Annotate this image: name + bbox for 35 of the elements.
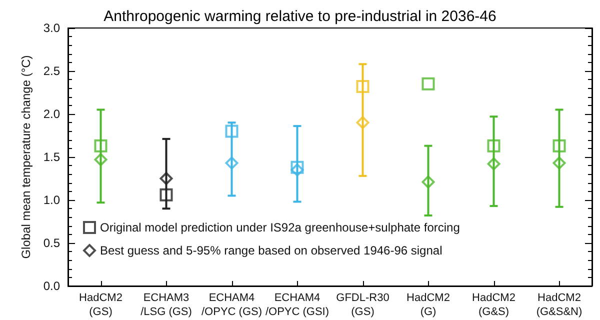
y-tick-label: 1.5 [43,150,60,164]
y-axis-title: Global mean temperature change (°C) [19,55,33,259]
point [487,139,500,152]
x-tick-label: HadCM2 (GS) [79,292,122,318]
y-tick-label: 0.0 [43,279,60,293]
point [552,139,566,152]
point [422,77,435,90]
y-tick-label: 0.5 [43,236,60,250]
chart-title: Anthropogenic warming relative to pre-industrial in 2036-46 [104,8,496,25]
point [356,116,370,130]
point [356,80,370,93]
x-tick-label: ECHAM4 /OPYC (GSI) [265,292,330,318]
legend-label: Original model prediction under IS92a greenhouse+sulphate forcing [100,220,460,234]
x-tick-label: HadCM2 (G&S) [472,292,516,318]
legend-label: Best guess and 5-95% range based on observed 1946-96 signal [100,244,442,258]
point [225,124,238,138]
y-tick-label: 2.0 [43,107,60,121]
point [94,139,108,152]
x-tick-label: HadCM2 (G&S&N) [536,292,582,318]
x-tick-label: ECHAM3 /LSG (GS) [140,292,192,318]
point [422,175,435,188]
y-tick-label: 1.0 [43,193,60,207]
x-tick-label: HadCM2 (G) [406,292,450,318]
y-tick-label: 2.5 [43,64,60,78]
x-tick-label: ECHAM4 /OPYC (GS) [201,292,262,318]
point [552,156,566,170]
point [290,160,304,174]
point [290,163,304,176]
point [160,172,173,185]
y-tick-label: 3.0 [43,21,60,35]
point [160,188,173,202]
point [94,153,108,166]
point [487,157,500,170]
point [225,156,238,170]
x-tick-label: GFDL-R30 (GS) [336,292,390,318]
